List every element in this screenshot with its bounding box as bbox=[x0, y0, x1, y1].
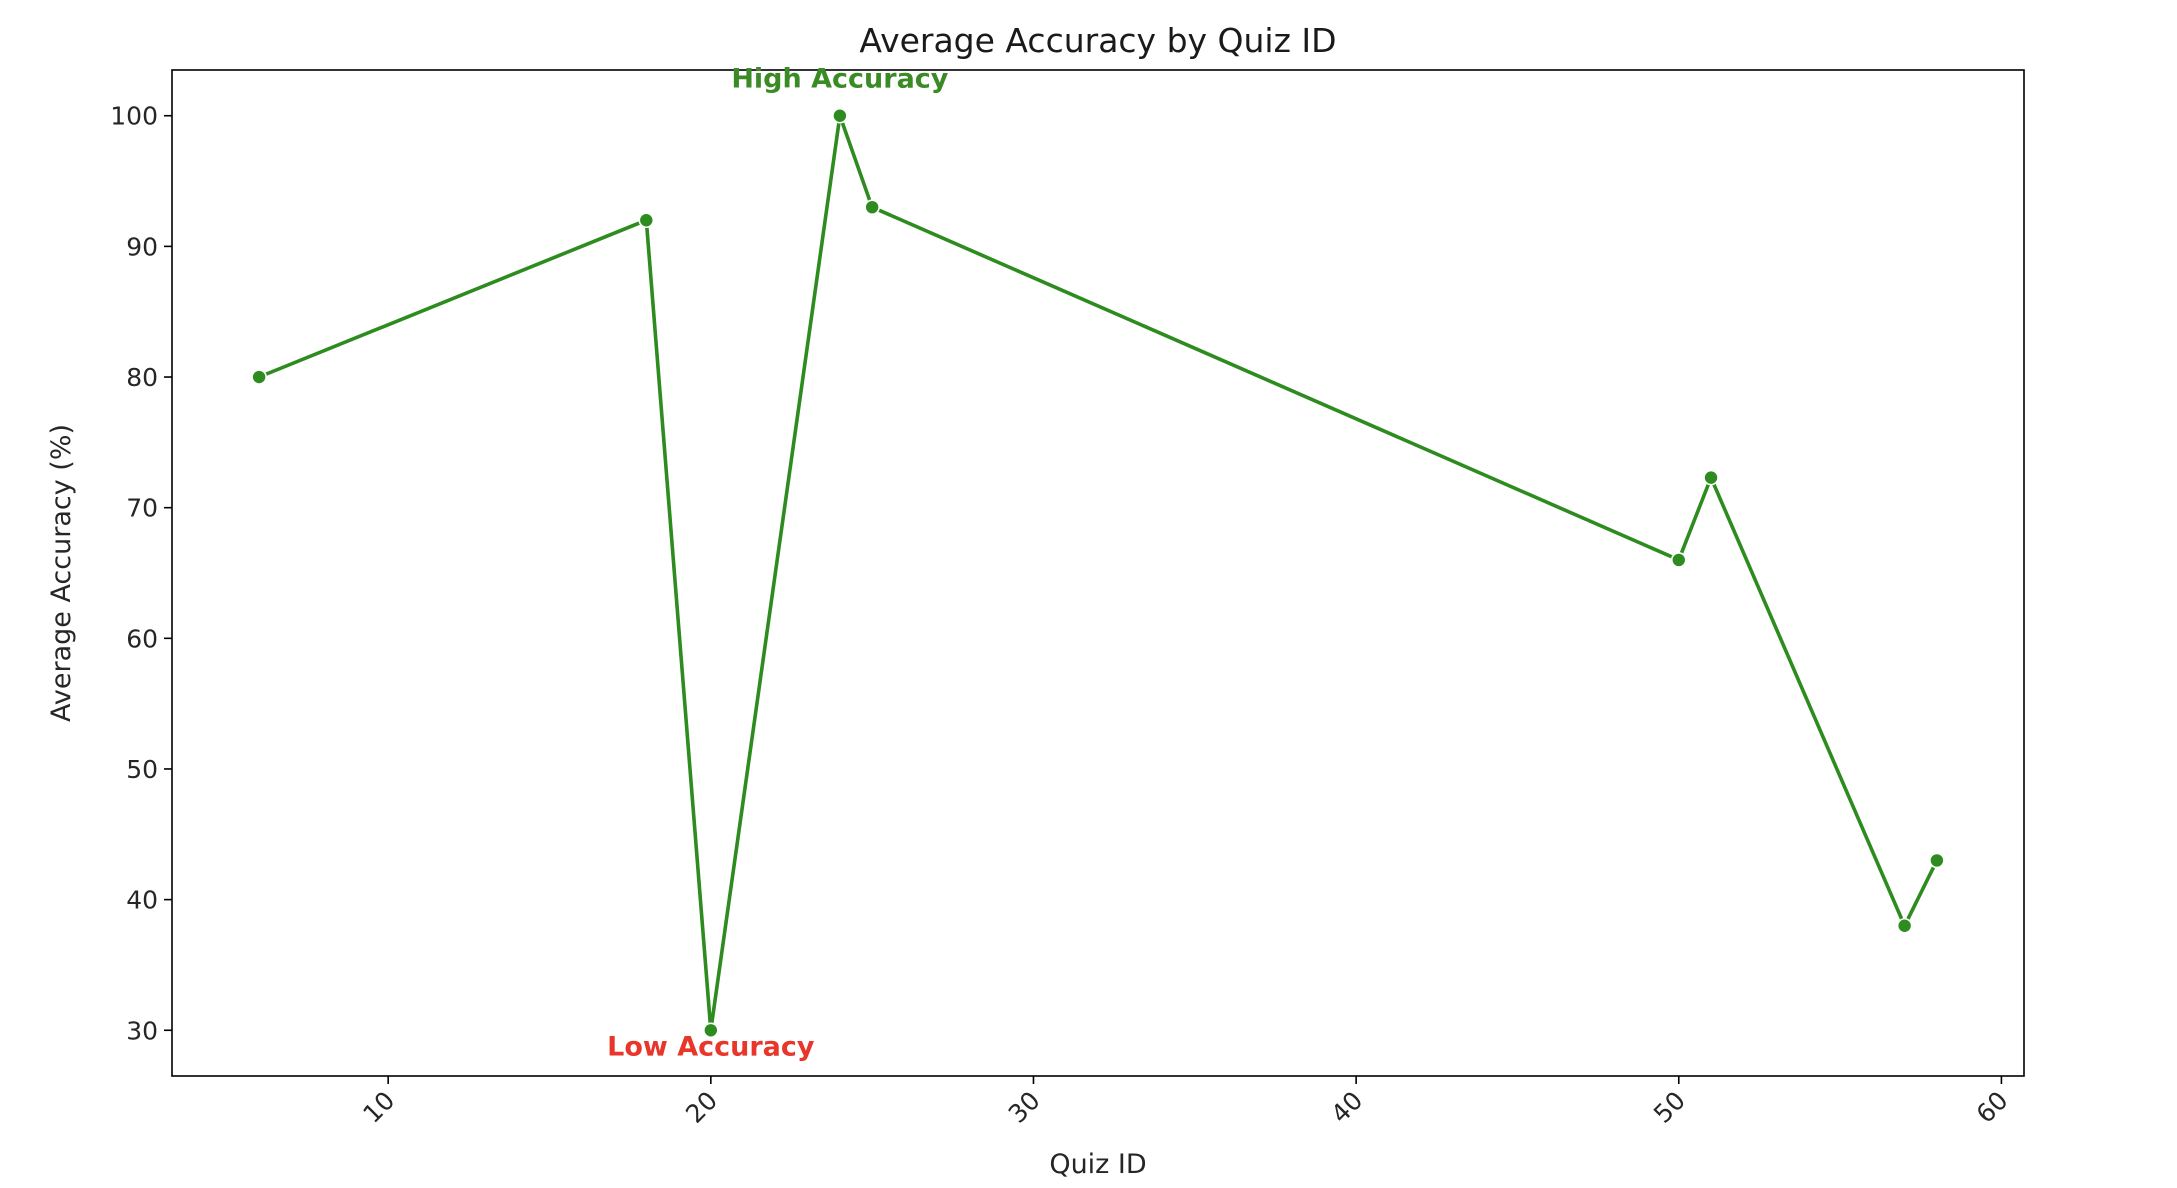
annotation-label: High Accuracy bbox=[731, 64, 948, 95]
chart-title: Average Accuracy by Quiz ID bbox=[859, 21, 1336, 60]
y-axis: 30 40 50 60 70 80 90 100 bbox=[110, 102, 172, 1045]
data-point bbox=[1929, 852, 1945, 869]
y-tick-label: 90 bbox=[126, 232, 158, 261]
x-tick-label: 10 bbox=[357, 1086, 400, 1129]
x-tick-label: 60 bbox=[1971, 1086, 2014, 1129]
data-point bbox=[703, 1022, 719, 1039]
data-point bbox=[638, 212, 655, 229]
annotation-layer: High Accuracy Low Accuracy bbox=[607, 64, 949, 1063]
y-tick-label: 80 bbox=[126, 363, 158, 392]
y-tick-label: 30 bbox=[126, 1016, 158, 1045]
data-point bbox=[1896, 917, 1913, 934]
x-tick-label: 20 bbox=[680, 1086, 723, 1129]
series-layer bbox=[251, 107, 1945, 1039]
y-axis-title: Average Accuracy (%) bbox=[46, 424, 77, 722]
y-tick-label: 100 bbox=[110, 102, 158, 131]
x-tick-label: 30 bbox=[1003, 1086, 1046, 1129]
x-tick-label: 40 bbox=[1325, 1086, 1368, 1129]
data-point bbox=[1670, 552, 1687, 568]
annotation-label: Low Accuracy bbox=[607, 1031, 815, 1062]
x-axis-title: Quiz ID bbox=[1049, 1149, 1146, 1180]
x-tick-label: 50 bbox=[1648, 1086, 1691, 1129]
data-point bbox=[864, 199, 880, 215]
x-axis: 10 20 30 40 50 60 bbox=[357, 1076, 2014, 1129]
y-tick-label: 50 bbox=[126, 755, 158, 784]
data-point bbox=[251, 369, 267, 385]
data-point bbox=[1703, 469, 1719, 486]
data-point bbox=[832, 107, 848, 124]
y-tick-label: 60 bbox=[126, 624, 158, 653]
series-line bbox=[257, 113, 1939, 1033]
plot-area-frame bbox=[171, 69, 2025, 1077]
y-tick-label: 40 bbox=[126, 886, 158, 915]
y-tick-label: 70 bbox=[126, 494, 158, 523]
